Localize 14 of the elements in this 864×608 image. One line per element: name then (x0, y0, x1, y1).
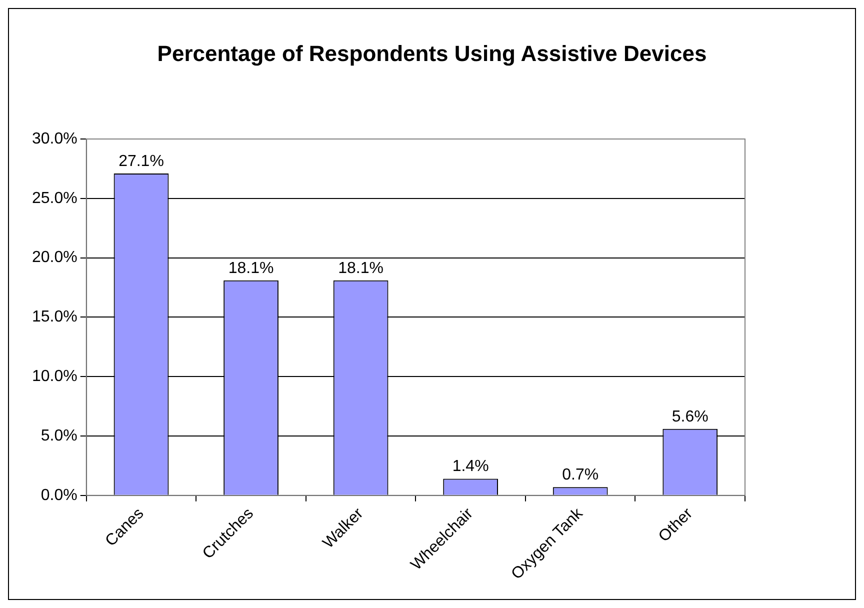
chart-title: Percentage of Respondents Using Assistive Devices (156, 40, 708, 68)
y-tick-label: 0.0% (40, 486, 78, 504)
data-label: 18.1% (338, 260, 384, 277)
y-tick-label: 15.0% (32, 308, 78, 326)
y-tick-label: 5.0% (40, 427, 78, 444)
y-tick-label: 10.0% (32, 368, 78, 385)
data-label: 18.1% (228, 260, 274, 277)
data-label: 1.4% (452, 458, 489, 476)
data-label: 5.6% (672, 408, 708, 426)
data-label: 27.1% (118, 152, 164, 170)
data-label: 0.7% (562, 466, 599, 484)
y-tick-label: 25.0% (32, 190, 78, 207)
y-tick-label: 30.0% (32, 130, 78, 148)
y-tick-label: 20.0% (32, 249, 78, 266)
